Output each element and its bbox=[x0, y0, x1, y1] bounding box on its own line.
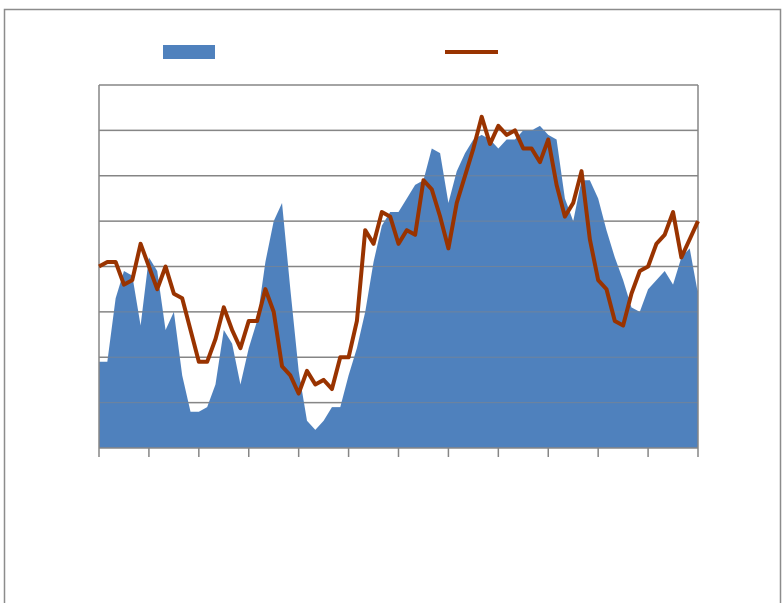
line bbox=[98, 114, 700, 396]
legend-swatch bbox=[163, 45, 215, 59]
area bbox=[99, 125, 698, 449]
